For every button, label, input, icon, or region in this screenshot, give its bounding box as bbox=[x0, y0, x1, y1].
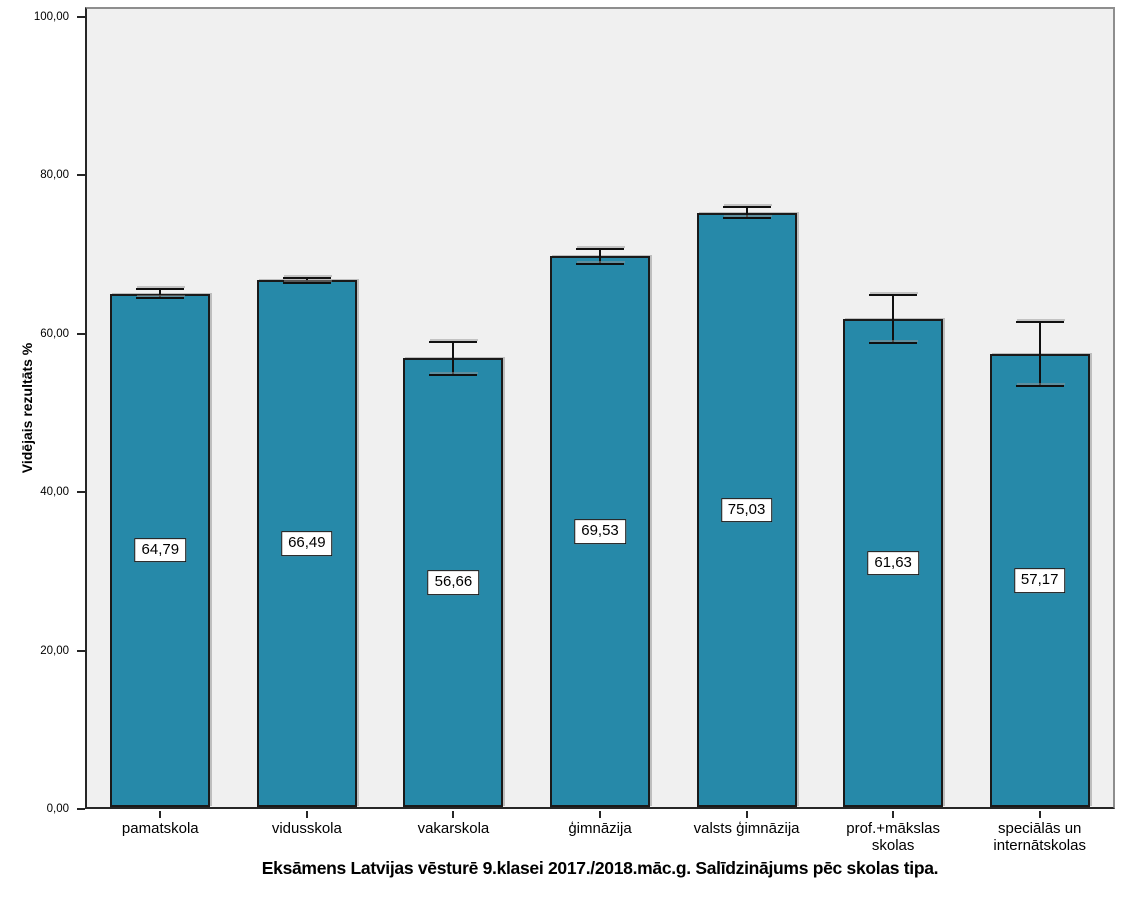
error-bar-line bbox=[892, 293, 895, 345]
error-bar-cap bbox=[869, 342, 918, 345]
error-bar-cap bbox=[429, 373, 478, 376]
error-bar-cap bbox=[282, 281, 331, 284]
x-axis-tick bbox=[1038, 811, 1041, 818]
y-axis-title: Vidējais rezultāts % bbox=[19, 342, 35, 474]
x-axis-tick-label: pamatskola bbox=[121, 820, 199, 837]
error-bar-line bbox=[305, 277, 308, 284]
bar-value-label: 66,49 bbox=[281, 531, 333, 556]
bar-value-label: 69,53 bbox=[574, 519, 626, 544]
y-axis-tick bbox=[77, 332, 85, 335]
error-bar-line bbox=[599, 247, 601, 266]
bar-value-label: 75,03 bbox=[720, 497, 773, 523]
y-axis-tick-label: 40,00 bbox=[40, 486, 69, 499]
x-axis-tick bbox=[305, 811, 308, 818]
x-axis-tick-label: valsts ģimnāzija bbox=[693, 820, 800, 837]
y-axis-tick bbox=[77, 808, 85, 810]
bar-value-label: 56,66 bbox=[427, 570, 480, 595]
error-bar-line bbox=[1038, 320, 1041, 388]
bar-value-label: 64,79 bbox=[134, 538, 187, 563]
x-axis-tick bbox=[159, 811, 162, 818]
error-bar-cap bbox=[282, 277, 331, 280]
error-bar-cap bbox=[576, 247, 624, 250]
error-bar-cap bbox=[576, 263, 624, 266]
error-bar-cap bbox=[136, 297, 185, 300]
plot-area: 64,79 66,49 56,66 69,53 75,03 61,63 57,17 bbox=[85, 7, 1115, 809]
error-bar-line bbox=[745, 206, 748, 220]
bar-value-label: 57,17 bbox=[1013, 568, 1066, 593]
error-bar-cap bbox=[136, 288, 185, 291]
x-axis-tick bbox=[745, 811, 748, 818]
x-axis-tick bbox=[892, 811, 895, 818]
x-axis-tick bbox=[452, 811, 455, 818]
y-axis-tick bbox=[77, 174, 85, 177]
y-axis-tick-label: 60,00 bbox=[40, 327, 69, 340]
error-bar-cap bbox=[722, 217, 771, 220]
x-axis-tick-label: speciālās un internātskolas bbox=[993, 820, 1086, 855]
error-bar-line bbox=[452, 340, 455, 376]
x-axis-tick-label: vakarskola bbox=[417, 820, 490, 837]
y-axis-tick bbox=[77, 491, 85, 494]
y-axis-tick-label: 0,00 bbox=[46, 803, 69, 815]
y-axis-tick-label: 20,00 bbox=[40, 644, 69, 657]
chart-title: Eksāmens Latvijas vēsturē 9.klasei 2017.… bbox=[261, 858, 939, 878]
x-axis-tick-label: prof.+mākslas skolas bbox=[846, 820, 941, 855]
error-bar-cap bbox=[1015, 320, 1064, 323]
x-axis-tick-label: ģimnāzija bbox=[568, 820, 632, 837]
x-axis-tick bbox=[599, 811, 601, 818]
error-bar-line bbox=[159, 288, 162, 300]
y-axis-tick bbox=[77, 16, 85, 18]
error-bar-cap bbox=[722, 206, 771, 209]
bar-value-label: 61,63 bbox=[867, 550, 919, 576]
y-axis-tick-label: 100,00 bbox=[33, 11, 69, 23]
error-bar-cap bbox=[869, 293, 918, 296]
error-bar-cap bbox=[1015, 385, 1064, 388]
y-axis-tick bbox=[77, 649, 85, 652]
y-axis-tick-label: 80,00 bbox=[40, 169, 69, 182]
x-axis-tick-label: vidusskola bbox=[271, 820, 342, 837]
error-bar-cap bbox=[429, 340, 478, 343]
